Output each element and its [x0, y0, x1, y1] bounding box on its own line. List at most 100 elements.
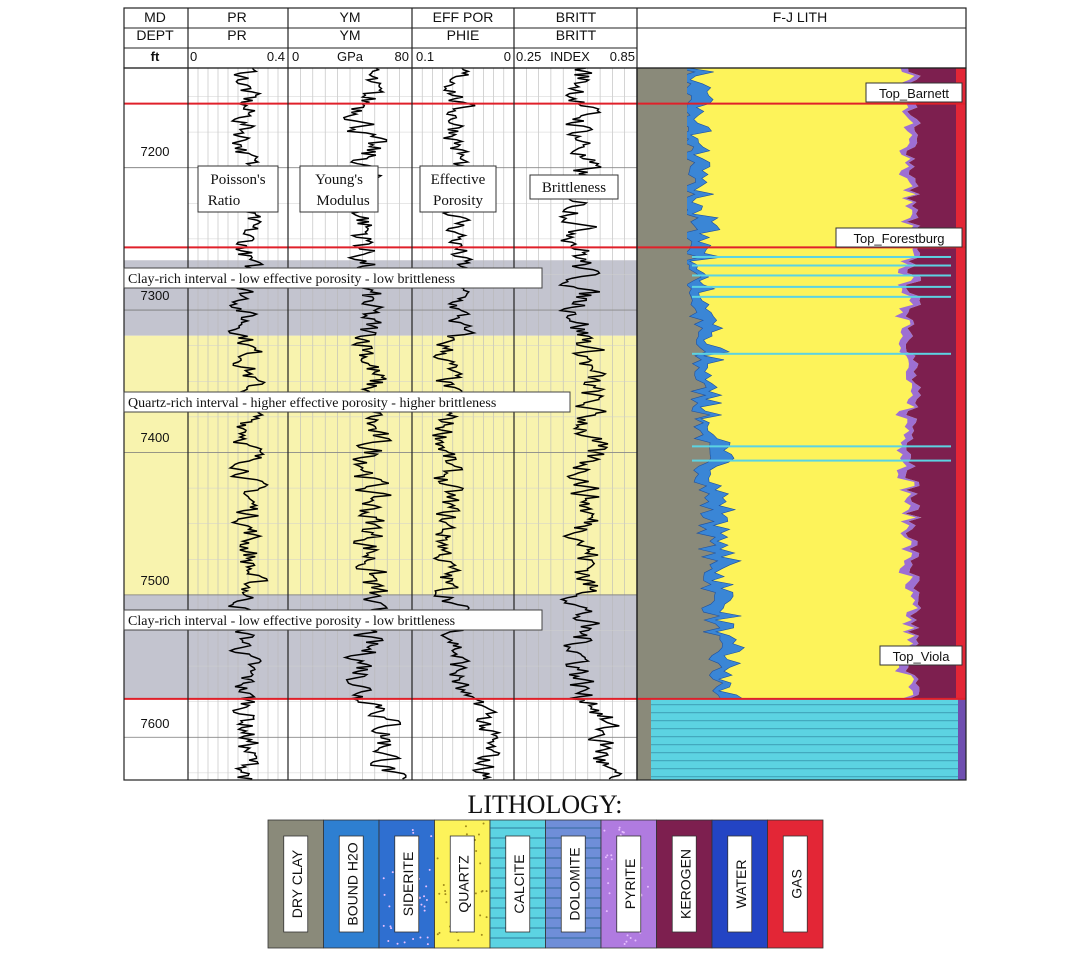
track-pr-scale-right: 0.4 [267, 49, 285, 64]
gas-fill [956, 68, 966, 699]
legend-pattern-dot [383, 893, 386, 896]
track-ym-scale-right: 80 [395, 49, 409, 64]
track-ym-name: YM [340, 9, 361, 25]
log-header: MD DEPT ft PR PR 0 0.4 YM YM 0 GPa 80 EF… [136, 9, 827, 64]
legend-pattern-dot [603, 829, 606, 832]
britt-label: Brittleness [542, 180, 606, 196]
legend-label-kerogen: KEROGEN [677, 849, 693, 919]
legend-pattern-dot [604, 856, 607, 859]
legend-pattern-dot [464, 825, 467, 828]
track-lith-name: F-J LITH [773, 9, 827, 25]
legend-pattern-dot [608, 892, 611, 895]
phie-label-line2: Porosity [433, 193, 484, 209]
legend-pattern-dot [438, 892, 441, 895]
legend-pattern-dot [382, 924, 385, 927]
depth-label-7400: 7400 [141, 430, 170, 445]
legend-pattern-dot [419, 936, 422, 939]
legend-pattern-dot [621, 830, 624, 833]
legend-pattern-dot [442, 883, 445, 886]
legend-label-calcite: CALCITE [511, 854, 527, 913]
calcite-streak [692, 274, 951, 277]
legend-pattern-dot [412, 938, 415, 941]
track-phie-scale-left: 0.1 [416, 49, 434, 64]
depth-header-unit: ft [151, 49, 160, 64]
legend-pattern-dot [457, 939, 460, 942]
legend-pattern-dot [388, 905, 391, 908]
legend-pattern-dot [625, 940, 628, 943]
pr-label-line1: Poisson's [210, 172, 265, 188]
calcite-streak [692, 255, 951, 258]
legend-pattern-dot [618, 826, 621, 829]
track-britt-scale-mid: INDEX [550, 49, 590, 64]
legend-pattern-dot [485, 916, 488, 919]
legend-pattern-dot [618, 828, 621, 831]
legend-pattern-dot [606, 867, 609, 870]
track-britt-name: BRITT [556, 9, 597, 25]
legend-label-box [394, 835, 420, 933]
legend-pattern-dot [475, 849, 478, 852]
legend-pattern-dot [423, 909, 426, 912]
legend-label-box [560, 835, 586, 933]
legend-pattern-dot [436, 933, 439, 936]
legend-pattern-dot [396, 942, 399, 945]
calcite-streak [692, 459, 951, 462]
legend-label-box [782, 835, 808, 933]
legend-label-gas: GAS [788, 869, 804, 899]
pr-label-line2: Ratio [208, 193, 241, 209]
header-frame [123, 7, 967, 69]
legend-pattern-dot [387, 940, 390, 943]
legend-pattern-dot [428, 868, 431, 871]
depth-label-7300: 7300 [141, 288, 170, 303]
legend-pattern-dot [412, 831, 415, 834]
legend-pattern-dot [640, 866, 643, 869]
legend-pattern-dot [465, 833, 468, 836]
legend-label-box [338, 835, 364, 933]
track-phie-mnemonic: PHIE [447, 27, 480, 43]
legend-pattern-dot [411, 828, 414, 831]
lithology-track-fill [637, 67, 966, 780]
legend-pattern-dot [390, 927, 393, 930]
legend-label-bound-water: BOUND H2O [344, 842, 360, 925]
formation-top-lines [124, 102, 966, 700]
legend-label-box [283, 835, 309, 933]
legend-pattern-dot [382, 877, 385, 880]
depth-label-7600: 7600 [141, 716, 170, 731]
formation-top-viola: Top_Viola [893, 649, 951, 664]
track-britt-scale-right: 0.85 [610, 49, 635, 64]
legend-pattern-dot [477, 833, 480, 836]
calcite-streak [692, 264, 951, 267]
depth-label-7200: 7200 [141, 144, 170, 159]
legend-label-box [671, 835, 697, 933]
legend-label-pyrite: PYRITE [622, 859, 638, 910]
curve-labels: Poisson's Ratio Young's Modulus Effectiv… [197, 165, 619, 213]
legend-label-box [505, 835, 531, 933]
track-britt-mnemonic: BRITT [556, 27, 597, 43]
track-frames [123, 7, 967, 781]
legend-pattern-dot [444, 893, 447, 896]
legend-pattern-dot [482, 822, 485, 825]
track-phie-name: EFF POR [433, 9, 494, 25]
dry-clay-column-viola [637, 698, 651, 780]
depth-tick-labels: 7200 7300 7400 7500 7600 [141, 144, 170, 731]
legend-label-box [727, 835, 753, 933]
calcite-streak [692, 352, 951, 355]
curve-area-frame [123, 67, 638, 781]
calcite-streak [692, 285, 951, 288]
interval-annotation-quartz: Quartz-rich interval - higher effective … [128, 396, 496, 411]
legend-pattern-dot [389, 925, 392, 928]
legend-pattern-dot [479, 862, 482, 865]
legend-pattern-dot [391, 871, 394, 874]
legend-pattern-dot [425, 885, 428, 888]
ym-label-line2: Modulus [316, 193, 370, 209]
legend-pattern-dot [426, 936, 429, 939]
legend-pattern-dot [623, 942, 626, 945]
interval-annotations: Clay-rich interval - low effective poros… [123, 267, 571, 631]
legend-pattern-dot [610, 854, 613, 857]
legend-pattern-dot [480, 933, 483, 936]
legend-pattern-dot [426, 943, 429, 946]
legend-pattern-dot [418, 896, 421, 899]
lithology-legend: LITHOLOGY: DRY CLAY BOUND H2O SIDERITE QUAR… [267, 790, 824, 949]
track-ym-scale-mid: GPa [337, 49, 364, 64]
depth-label-7500: 7500 [141, 573, 170, 588]
